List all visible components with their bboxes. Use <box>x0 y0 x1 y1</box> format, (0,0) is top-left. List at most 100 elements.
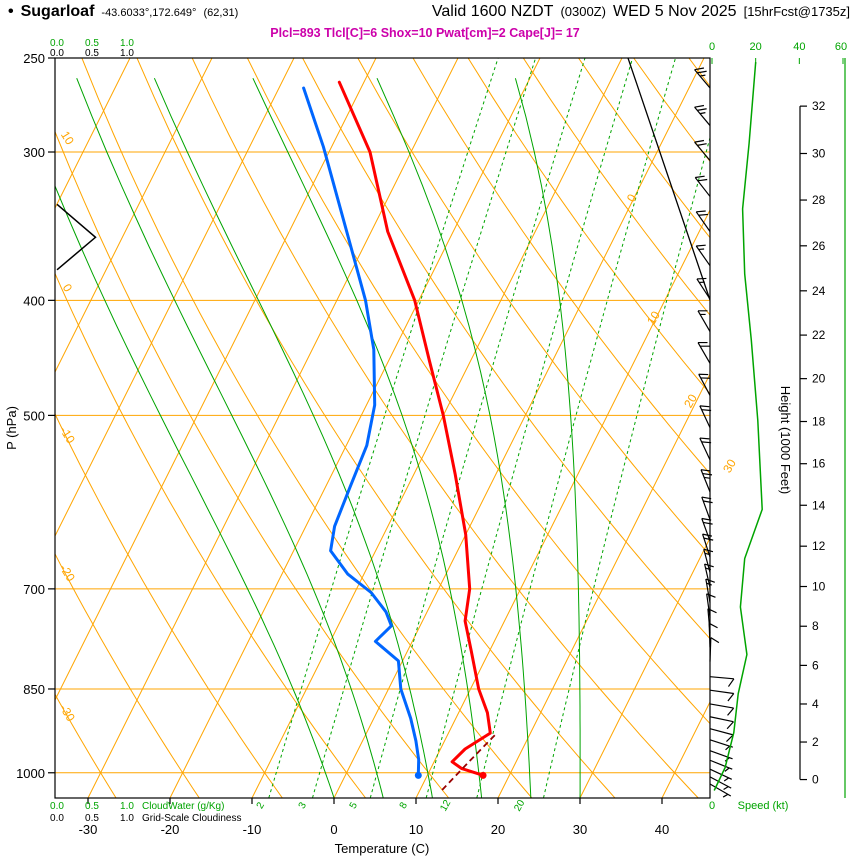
dry-adiabat-line <box>467 58 710 395</box>
skewt-grid <box>55 58 710 798</box>
adiabat-label: -10 <box>57 424 78 446</box>
isotherm-line <box>87 58 459 798</box>
height-tick-label: 2 <box>812 735 819 749</box>
isotherm-line <box>579 536 710 798</box>
grid-point: (62,31) <box>203 7 239 19</box>
mixing-ratio-line <box>369 58 586 798</box>
dry-adiabat-line <box>302 58 710 640</box>
valid-zulu: (0300Z) <box>560 4 606 19</box>
plot-border <box>54 57 711 799</box>
dry-adiabat-line <box>55 272 366 798</box>
moist-adiabat-line <box>153 77 433 798</box>
pressure-tick-label: 250 <box>23 51 45 66</box>
title-bar: • Sugarloaf -43.6033°,172.649° (62,31) V… <box>0 3 850 21</box>
moist-adiabat-line <box>376 77 532 798</box>
mixing-ratio-label: 8 <box>398 800 411 811</box>
height-tick-label: 10 <box>812 580 826 594</box>
pressure-tick-label: 300 <box>23 145 45 160</box>
temperature-tick-label: -10 <box>243 822 262 837</box>
speed-scale-label: 0 <box>709 41 715 53</box>
isotherm-label: 20 <box>681 391 700 410</box>
parcel-trace <box>441 732 498 791</box>
height-tick-label: 22 <box>812 328 826 342</box>
dry-adiabat-line <box>55 693 117 798</box>
speed-scale-label: 60 <box>835 41 847 53</box>
adiabat-label: -20 <box>57 562 78 584</box>
mixing-ratio-label: 20 <box>512 798 527 814</box>
moist-adiabat-line <box>514 78 581 798</box>
temperature-tick-label: 40 <box>655 822 669 837</box>
mixing-ratio-label: 5 <box>348 800 361 811</box>
sounding-parameters: Plcl=893 Tlcl[C]=6 Shox=10 Pwat[cm]=2 Ca… <box>270 26 580 40</box>
cloudwater-scale-bottom: 1.0 <box>120 801 134 812</box>
surface-dewpoint-dot <box>414 771 422 779</box>
cloudwater-label: CloudWater (g/Kg) <box>142 801 224 812</box>
height-tick-label: 0 <box>812 773 819 787</box>
isotherm-line <box>55 58 295 538</box>
dry-adiabat-line <box>412 58 710 475</box>
cloudiness-scale-bottom: 0.0 <box>50 813 64 824</box>
height-tick-label: 26 <box>812 239 826 253</box>
dry-adiabat-line <box>246 58 710 725</box>
station-name: Sugarloaf <box>20 3 95 20</box>
dry-adiabat-line <box>81 58 533 798</box>
height-tick-label: 4 <box>812 697 819 711</box>
station-bullet: • <box>8 3 14 20</box>
cloudiness-label: Grid-Scale Cloudiness <box>142 813 242 824</box>
height-tick-label: 32 <box>812 99 826 113</box>
adiabat-label: 0 <box>60 281 76 294</box>
temperature-tick-label: 0 <box>330 822 337 837</box>
height-tick-label: 12 <box>812 539 826 553</box>
moist-adiabat-line <box>252 77 483 798</box>
pressure-axis-title: P (hPa) <box>4 406 19 450</box>
forecast-tag: [15hrFcst@1735z] <box>743 4 850 19</box>
height-tick-label: 14 <box>812 498 826 512</box>
wind-barbs <box>694 67 735 798</box>
isotherm-line <box>251 58 623 798</box>
valid-date: WED 5 Nov 2025 <box>612 3 737 20</box>
height-tick-label: 30 <box>812 146 826 160</box>
temperature-axis-title: Temperature (C) <box>335 841 430 856</box>
temperature-tick-label: -20 <box>161 822 180 837</box>
height-tick-label: 8 <box>812 619 819 633</box>
isotherm-label: 30 <box>720 456 739 475</box>
isotherm-line <box>415 208 710 798</box>
mixing-ratio-line <box>268 58 499 798</box>
mixing-ratio-line <box>312 58 537 798</box>
isotherm-line <box>497 372 710 798</box>
height-tick-label: 16 <box>812 457 826 471</box>
height-tick-label: 20 <box>812 372 826 386</box>
speed-scale-label: 40 <box>793 41 805 53</box>
temperature-tick-label: 30 <box>573 822 587 837</box>
dry-adiabat-line <box>136 58 616 798</box>
dry-adiabat-line <box>522 58 710 316</box>
isotherm-line <box>55 58 213 374</box>
pressure-tick-label: 500 <box>23 408 45 423</box>
surface-temperature-dot <box>479 771 487 779</box>
speed-scale-bottom-zero: 0 <box>709 800 715 812</box>
isotherm-line <box>55 58 131 210</box>
speed-scale-label: 20 <box>750 41 762 53</box>
isotherm-line <box>333 58 705 798</box>
moist-adiabat-line <box>76 78 384 798</box>
sounding-traces <box>302 80 498 791</box>
dry-adiabat-line <box>578 58 710 239</box>
dry-adiabat-line <box>191 58 699 798</box>
isotherm-line <box>169 58 541 798</box>
mixing-ratio-line <box>543 135 710 798</box>
mixing-ratio-label: 2 <box>255 800 268 811</box>
pressure-tick-label: 400 <box>23 293 45 308</box>
pressure-tick-label: 850 <box>23 682 45 697</box>
speed-trace <box>713 62 763 791</box>
temperature-tick-label: 20 <box>491 822 505 837</box>
dry-adiabat-line <box>357 58 710 557</box>
cloudiness-scale-top: 1.0 <box>120 48 134 59</box>
cloudwater-scale-bottom: 0.0 <box>50 801 64 812</box>
isotherm-label: 10 <box>644 308 663 327</box>
cloudiness-scale-top: 0.5 <box>85 48 99 59</box>
station-coords: -43.6033°,172.649° <box>101 7 197 19</box>
cloudiness-scale-top: 0.0 <box>50 48 64 59</box>
temperature-tick-label: 10 <box>409 822 423 837</box>
